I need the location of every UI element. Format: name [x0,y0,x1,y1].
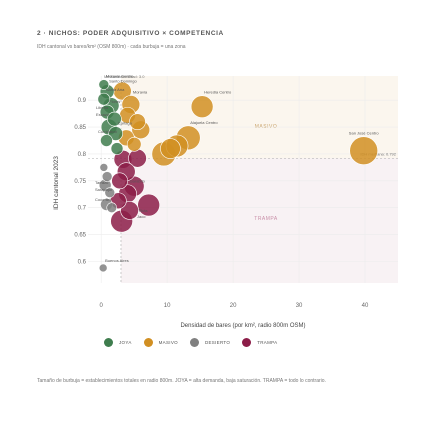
bubble-1 [190,95,214,118]
legend-label-desierto: DESIERTO [204,340,231,345]
bubble-5 [160,138,181,159]
point-label-17: Flores [109,99,120,104]
y-tick-label-2: 0.7 [78,206,87,212]
legend-swatch-joya [104,338,113,347]
point-label-2: Alajuela Centro [190,120,218,125]
point-label-0: San José Centro [349,131,380,136]
bubble-28 [106,202,118,214]
legend-item-masivo: MASIVO [143,338,178,347]
bubble-0 [349,136,379,166]
y-tick-label-4: 0.8 [78,152,87,158]
x-tick-label-0: 0 [100,303,104,309]
point-label-13: Moravia Centro [106,74,134,79]
point-label-15: Santa Ana [106,87,125,92]
legend-swatch-desierto [189,338,199,347]
bubble-37 [137,193,160,217]
legend-label-trampa: TRAMPA [257,340,278,345]
bubble-24 [101,171,113,182]
bubble-33 [111,172,128,190]
bubble-9 [129,113,146,131]
cluster-label-0: Tarrazú [95,180,108,185]
bubble-22 [110,142,124,155]
point-label-14: Santo Domingo [109,79,137,84]
bubble-20 [108,126,124,141]
legend: JOYA MASIVO DESIERTO TRAMPA [104,338,289,347]
y-tick-label-3: 0.75 [74,179,86,185]
y-tick-label-0: 0.6 [78,259,87,265]
chart-title: 2 · NICHOS: PODER ADQUISITIVO × COMPETEN… [37,30,224,37]
bubble-12 [126,136,142,152]
zone-label-trampa: TRAMPA [254,216,278,222]
cluster-label-7: Tibás [138,208,148,213]
chart-subtitle: IDH cantonal vs bares/km² (OSM 800m) · c… [37,44,186,50]
bubble-26 [104,187,116,198]
point-label-35: Garabito [130,179,146,184]
footnote: Tamaño de burbuja = establecimientos tot… [37,378,326,384]
legend-label-joya: JOYA [119,340,132,345]
bubble-38 [120,201,139,220]
bubble-23 [99,163,109,172]
point-label-20: Cartago [118,121,133,126]
x-tick-label-4: 40 [362,303,369,309]
y-tick-label-1: 0.65 [74,233,86,239]
x-tick-label-3: 30 [296,303,303,309]
y-axis-label: IDH cantonal 2023 [53,156,60,210]
x-tick-label-2: 20 [230,303,237,309]
legend-swatch-trampa [242,338,252,347]
bubble-18 [107,111,122,127]
median-y-label: IDH mediana: 0.792 [360,151,396,156]
legend-label-masivo: MASIVO [158,340,178,345]
x-axis-label: Densidad de bares (por km², radio 800m O… [180,323,305,329]
bubble-29 [98,263,108,273]
cluster-label-6: Jaco [137,214,146,219]
cluster-label-5: Curridabat [98,129,118,134]
cluster-label-1: Sarapiquí [95,187,113,192]
cluster-label-4: Liberia [96,105,109,110]
legend-item-joya: JOYA [104,338,132,347]
cluster-label-3: Escazú [96,112,109,117]
point-label-29: Buenos Aires [105,258,129,263]
x-tick-label-1: 10 [164,303,171,309]
cluster-label-2: Coco Bril [95,197,111,202]
legend-item-trampa: TRAMPA [242,338,277,347]
bubble-15 [97,92,111,106]
bubble-13 [98,79,110,90]
legend-swatch-masivo [143,338,153,347]
bubble-21 [100,134,113,147]
point-label-7: Moravia [133,89,148,94]
point-label-1: Heredia Centro [204,90,232,95]
legend-item-desierto: DESIERTO [189,338,231,347]
y-tick-label-5: 0.85 [74,125,86,131]
median-x-label: Mediana densidad: 3.0 [104,74,145,79]
y-tick-label-6: 0.9 [78,98,87,104]
